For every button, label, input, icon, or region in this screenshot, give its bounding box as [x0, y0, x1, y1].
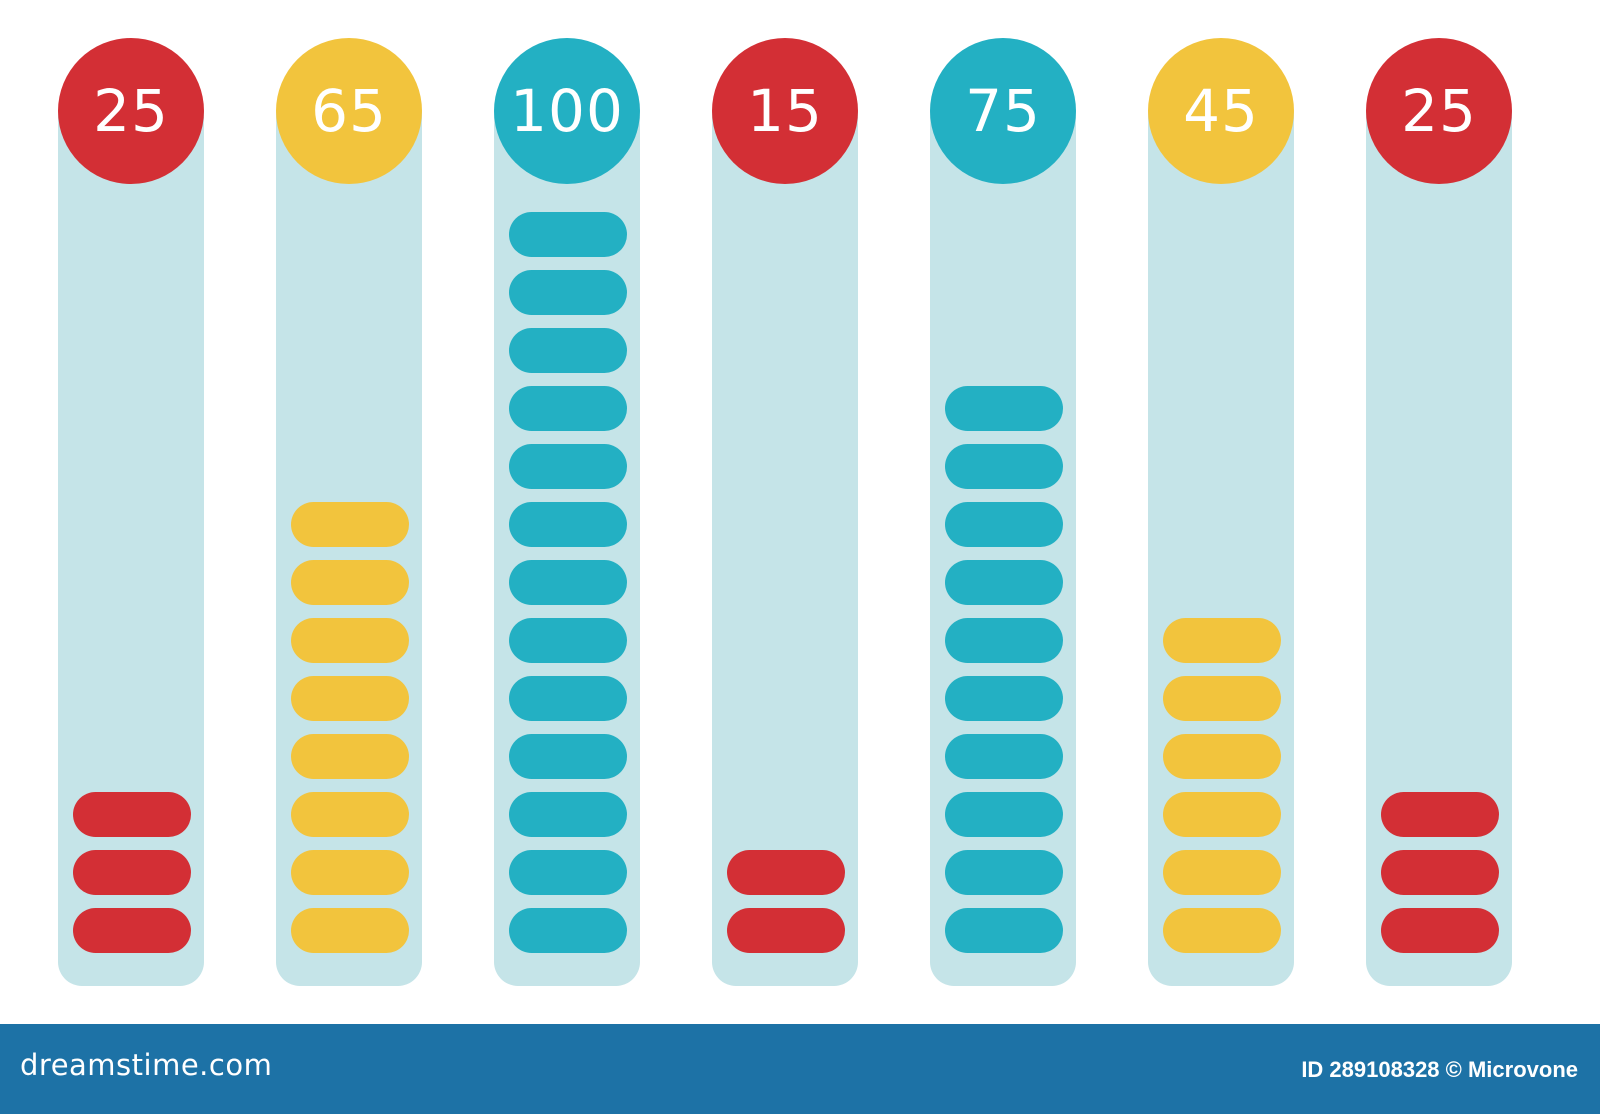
meter-segment	[945, 444, 1063, 489]
meter-segment	[509, 908, 627, 953]
meter-segment	[291, 792, 409, 837]
meter-segment	[945, 676, 1063, 721]
meter-segment	[509, 328, 627, 373]
meter-column: 65	[276, 38, 422, 986]
meter-segment	[1381, 792, 1499, 837]
meter-column: 25	[58, 38, 204, 986]
meter-segment	[945, 386, 1063, 431]
meter-track	[58, 112, 204, 986]
meter-segment	[727, 908, 845, 953]
value-badge: 25	[1366, 38, 1512, 184]
meter-segment	[509, 270, 627, 315]
meter-segment	[1381, 908, 1499, 953]
meter-segment	[291, 560, 409, 605]
meter-track	[1366, 112, 1512, 986]
meter-segment	[73, 850, 191, 895]
value-badge: 25	[58, 38, 204, 184]
meter-segment	[945, 908, 1063, 953]
meter-column: 100	[494, 38, 640, 986]
meter-column: 15	[712, 38, 858, 986]
meter-segment	[291, 618, 409, 663]
meter-segment	[509, 212, 627, 257]
meter-segment	[291, 908, 409, 953]
meter-column: 45	[1148, 38, 1294, 986]
meter-segment	[509, 676, 627, 721]
meter-segment	[509, 792, 627, 837]
meter-segment	[509, 560, 627, 605]
meter-track	[930, 112, 1076, 986]
value-badge: 65	[276, 38, 422, 184]
meter-segment	[291, 502, 409, 547]
meter-track	[276, 112, 422, 986]
meter-segment	[291, 734, 409, 779]
meter-segment	[1163, 792, 1281, 837]
meter-segment	[73, 908, 191, 953]
meter-segment	[1163, 618, 1281, 663]
meter-segment	[73, 792, 191, 837]
meter-segment	[945, 560, 1063, 605]
meter-segment	[509, 734, 627, 779]
meter-track	[494, 112, 640, 986]
meter-group: 25 65 100 15 75 45 25	[58, 38, 1512, 986]
meter-segment	[945, 734, 1063, 779]
meter-segment	[1381, 850, 1499, 895]
meter-column: 75	[930, 38, 1076, 986]
meter-segment	[509, 618, 627, 663]
meter-segment	[945, 618, 1063, 663]
meter-segment	[1163, 850, 1281, 895]
meter-segment	[291, 850, 409, 895]
value-badge: 75	[930, 38, 1076, 184]
meter-column: 25	[1366, 38, 1512, 986]
value-badge: 100	[494, 38, 640, 184]
meter-segment	[945, 850, 1063, 895]
value-badge: 15	[712, 38, 858, 184]
meter-segment	[1163, 676, 1281, 721]
meter-segment	[509, 444, 627, 489]
image-credit: ID 289108328 © Microvone	[1301, 1057, 1578, 1082]
site-name: dreamstime.com	[20, 1048, 273, 1082]
meter-segment	[945, 502, 1063, 547]
meter-segment	[1163, 734, 1281, 779]
meter-track	[712, 112, 858, 986]
meter-segment	[291, 676, 409, 721]
meter-segment	[945, 792, 1063, 837]
meter-segment	[509, 386, 627, 431]
meter-segment	[1163, 908, 1281, 953]
value-badge: 45	[1148, 38, 1294, 184]
meter-segment	[509, 850, 627, 895]
meter-segment	[509, 502, 627, 547]
footer-bar: dreamstime.com ID 289108328 © Microvone	[0, 1024, 1600, 1114]
meter-track	[1148, 112, 1294, 986]
meter-segment	[727, 850, 845, 895]
